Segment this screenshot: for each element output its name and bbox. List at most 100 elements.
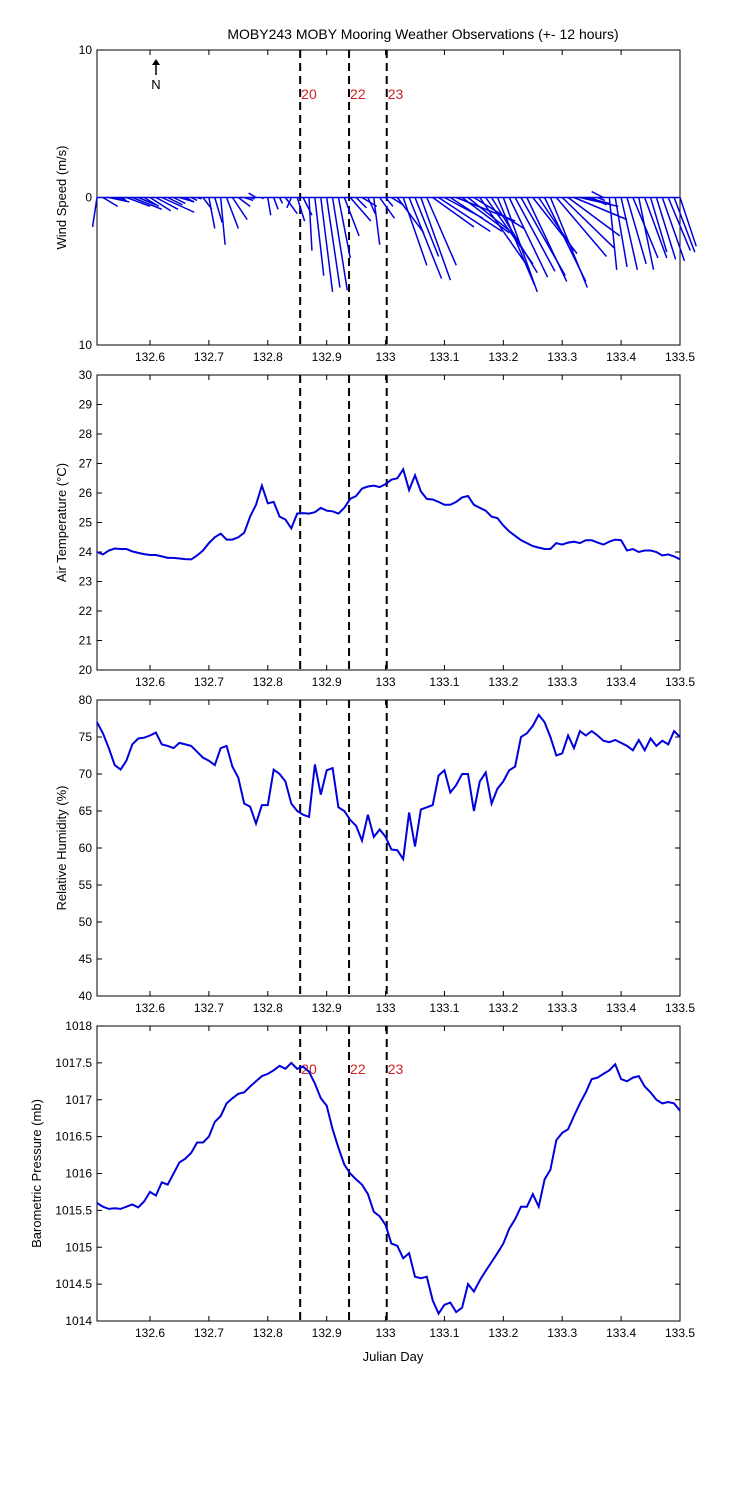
wind-xtick-label: 133	[376, 350, 396, 364]
wind-vector	[614, 197, 628, 267]
humidity-y-axis-label: Relative Humidity (%)	[54, 786, 69, 911]
humidity-ytick-label: 55	[79, 878, 93, 892]
wind-vector	[231, 197, 248, 221]
pressure-xtick-label: 133.2	[488, 1326, 518, 1340]
wind-vector	[514, 197, 556, 272]
wind-vector	[461, 196, 510, 234]
north-arrowhead-icon	[152, 59, 160, 65]
wind-vector	[243, 196, 254, 202]
wind-vector	[438, 196, 491, 233]
wind-vector	[567, 196, 621, 237]
wind-vector	[508, 197, 549, 278]
wind-vector	[167, 196, 183, 206]
airtemp-xtick-label: 133.1	[429, 675, 459, 689]
wind-vector	[126, 196, 151, 208]
airtemp-ytick-label: 27	[79, 457, 93, 471]
humidity-xtick-label: 132.7	[194, 1001, 224, 1015]
wind-vector	[214, 197, 223, 223]
airtemp-ytick-label: 26	[79, 486, 93, 500]
wind-xtick-label: 133.3	[547, 350, 577, 364]
airtemp-ytick-label: 20	[79, 663, 93, 677]
wind-xtick-label: 132.8	[253, 350, 283, 364]
airtemp-xtick-label: 132.8	[253, 675, 283, 689]
pressure-xtick-label: 133.5	[665, 1326, 695, 1340]
wind-vector	[308, 197, 313, 251]
airtemp-ytick-label: 21	[79, 634, 93, 648]
wind-marker-label: 20	[301, 86, 317, 102]
pressure-xtick-label: 133.1	[429, 1326, 459, 1340]
wind-vector	[626, 197, 647, 265]
airtemp-xtick-label: 132.6	[135, 675, 165, 689]
wind-vector	[261, 196, 264, 200]
wind-vector	[408, 197, 443, 279]
humidity-xtick-label: 133.4	[606, 1001, 636, 1015]
humidity-ytick-label: 75	[79, 730, 93, 744]
wind-xtick-label: 133.2	[488, 350, 518, 364]
wind-vector	[449, 196, 503, 233]
airtemp-ytick-label: 28	[79, 427, 93, 441]
wind-vector	[343, 197, 360, 237]
pressure-y-axis-label: Barometric Pressure (mb)	[29, 1099, 44, 1248]
pressure-xtick-label: 133	[376, 1326, 396, 1340]
wind-vector	[655, 197, 677, 260]
wind-vector	[108, 196, 130, 203]
wind-vector	[325, 197, 341, 288]
pressure-marker-label: 22	[350, 1061, 366, 1077]
airtemp-xtick-label: 133.4	[606, 675, 636, 689]
wind-vector	[426, 197, 457, 266]
wind-vector	[396, 197, 425, 234]
airtemp-y-axis-label: Air Temperature (°C)	[54, 463, 69, 582]
airtemp-ytick-label: 30	[79, 368, 93, 382]
wind-vector	[526, 197, 568, 282]
wind-vector	[608, 197, 618, 270]
wind-vector	[414, 197, 440, 257]
wind-xtick-label: 133.5	[665, 350, 695, 364]
wind-vector	[155, 196, 179, 210]
wind-vector	[149, 196, 172, 212]
wind-y-axis-label: Wind Speed (m/s)	[54, 145, 69, 249]
airtemp-ytick-label: 23	[79, 575, 93, 589]
pressure-xtick-label: 132.6	[135, 1326, 165, 1340]
wind-vector	[120, 196, 126, 200]
wind-vector	[355, 196, 367, 209]
wind-vector	[286, 197, 293, 209]
wind-vector	[679, 197, 697, 247]
airtemp-xtick-label: 133.5	[665, 675, 695, 689]
pressure-ytick-label: 1016.5	[55, 1130, 92, 1144]
wind-vector	[591, 196, 607, 206]
pressure-marker-label: 20	[301, 1061, 317, 1077]
wind-vector	[379, 197, 396, 219]
pressure-ytick-label: 1017.5	[55, 1056, 92, 1070]
pressure-xtick-label: 132.9	[312, 1326, 342, 1340]
pressure-ytick-label: 1018	[65, 1019, 92, 1033]
wind-vector	[190, 196, 198, 202]
pressure-ytick-label: 1015.5	[55, 1203, 92, 1217]
wind-marker-label: 22	[350, 86, 366, 102]
wind-vector	[102, 196, 119, 207]
wind-vector	[337, 197, 351, 259]
wind-vector	[432, 196, 475, 228]
wind-xtick-label: 132.6	[135, 350, 165, 364]
wind-vector	[225, 197, 240, 229]
pressure-ytick-label: 1017	[65, 1093, 92, 1107]
airtemp-xtick-label: 132.9	[312, 675, 342, 689]
wind-vector	[249, 196, 255, 200]
airtemp-ytick-label: 29	[79, 398, 93, 412]
wind-vector	[237, 196, 251, 207]
wind-ytick-label: 10	[79, 338, 93, 352]
pressure-ytick-label: 1015	[65, 1240, 92, 1254]
humidity-ytick-label: 60	[79, 841, 93, 855]
wind-vector	[555, 197, 608, 257]
humidity-xtick-label: 133.2	[488, 1001, 518, 1015]
pressure-series-line	[96, 1061, 681, 1316]
wind-vector	[272, 197, 279, 210]
wind-vector	[384, 197, 394, 207]
wind-panel: 132.6 132.7 132.8 132.9 133 133.1 133.2 133.3 13…	[54, 43, 697, 364]
humidity-panel: 132.6 132.7 132.8 132.9 133 133.1 133.2 133.3 13…	[54, 693, 695, 1015]
wind-vector	[502, 197, 538, 293]
wind-xtick-label: 133.4	[606, 350, 636, 364]
wind-vector	[208, 197, 216, 229]
wind-vector	[219, 197, 226, 245]
wind-vector	[278, 197, 284, 204]
pressure-ytick-label: 1014	[65, 1314, 92, 1328]
